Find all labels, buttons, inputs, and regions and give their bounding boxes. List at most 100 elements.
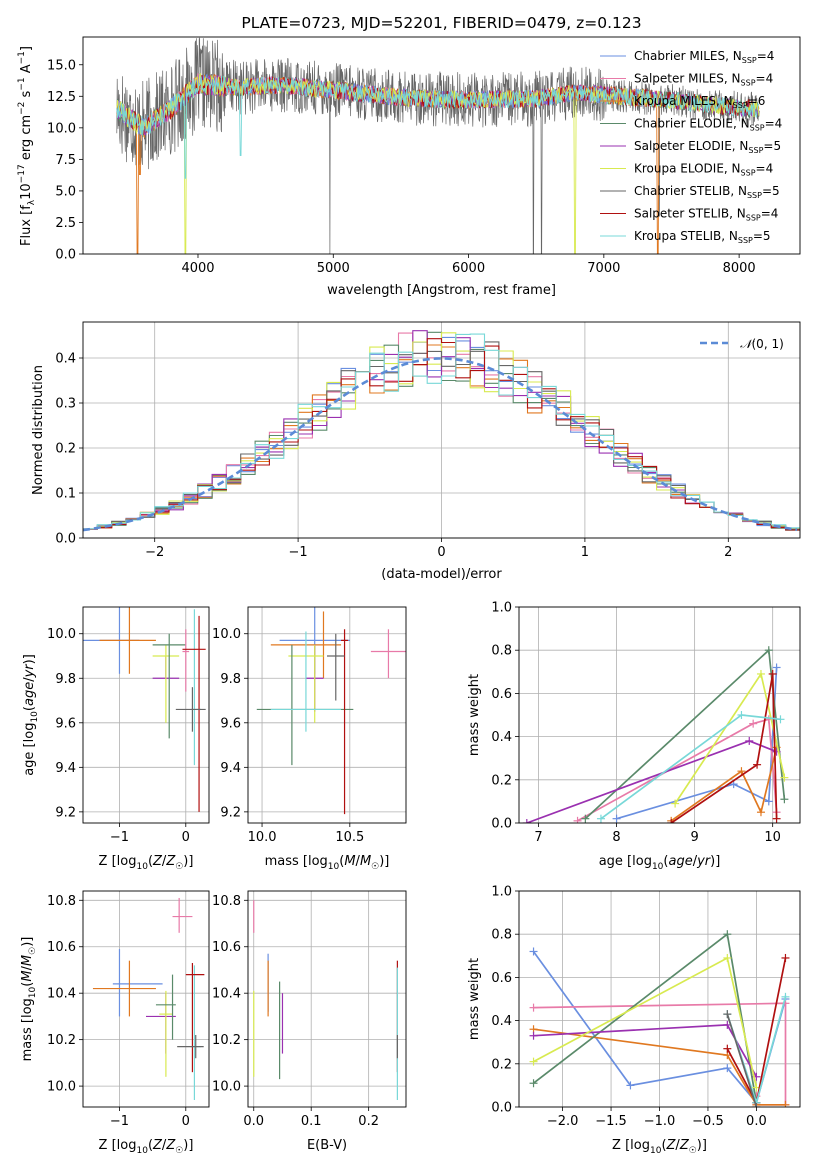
legend-entry: Chabrier MILES, NSSP=4 bbox=[634, 49, 774, 65]
plot-area bbox=[522, 646, 789, 823]
panel-mass_vs_ebv: 0.0 0.1 0.2 10.0 10.2 10.4 10.6 10.8 E(B-V) bbox=[212, 890, 407, 1153]
series-marker bbox=[529, 1003, 538, 1012]
series-marker bbox=[529, 947, 538, 956]
y-tick-label: 10.0 bbox=[47, 121, 76, 136]
axes-frame bbox=[247, 890, 407, 1108]
series-marker bbox=[772, 663, 781, 672]
legend-entry: Chabrier ELODIE, NSSP=4 bbox=[634, 117, 782, 133]
spectrum-line bbox=[116, 75, 760, 179]
series-marker bbox=[581, 814, 590, 823]
y-tick-label: 10.6 bbox=[47, 940, 76, 955]
y-axis-label: mass weight bbox=[467, 674, 482, 756]
series-marker bbox=[737, 711, 746, 719]
x-tick-label: −1 bbox=[110, 1114, 129, 1129]
x-axis-label: age [log10(age/yr)] bbox=[599, 854, 721, 872]
x-tick-label: −0.5 bbox=[692, 1114, 724, 1129]
y-tick-label: 0.4 bbox=[55, 352, 76, 367]
y-tick-label: 0.6 bbox=[491, 971, 512, 986]
y-tick-label: 0.8 bbox=[491, 644, 512, 659]
x-tick-label: 0 bbox=[182, 1114, 190, 1129]
x-tick-label: −1.0 bbox=[644, 1114, 676, 1129]
x-axis-label: (data-model)/error bbox=[381, 567, 502, 582]
series-marker bbox=[781, 953, 790, 962]
x-tick-label: −1.5 bbox=[595, 1114, 627, 1129]
y-tick-label: 0.4 bbox=[491, 730, 512, 745]
plot-area bbox=[529, 930, 790, 1107]
y-tick-label: 5.0 bbox=[55, 184, 76, 199]
y-tick-label: 10.8 bbox=[212, 894, 241, 909]
x-tick-label: 5000 bbox=[317, 261, 350, 276]
y-tick-label: 10.0 bbox=[212, 627, 241, 642]
y-axis-label: Normed distribution bbox=[31, 365, 46, 495]
y-tick-label: 7.5 bbox=[55, 153, 76, 168]
y-tick-label: 9.4 bbox=[55, 761, 76, 776]
series-marker bbox=[749, 719, 758, 728]
x-tick-label: 7000 bbox=[587, 261, 620, 276]
panel-massweight_vs_age: 7 8 9 10 0.0 0.2 0.4 0.6 0.8 1.0 mass weight age [l… bbox=[467, 601, 801, 872]
y-tick-label: 12.5 bbox=[47, 90, 76, 105]
series-marker bbox=[756, 808, 765, 817]
x-tick-label: 0 bbox=[437, 545, 445, 560]
axes-frame bbox=[518, 890, 801, 1108]
series-marker bbox=[723, 953, 732, 962]
series-marker bbox=[781, 1100, 790, 1107]
chart-title: PLATE=0723, MJD=52201, FIBERID=0479, z=0… bbox=[241, 14, 641, 32]
errorbar-point bbox=[182, 629, 190, 692]
x-tick-label: 2 bbox=[724, 545, 732, 560]
histogram-step bbox=[83, 333, 800, 530]
series-marker bbox=[667, 819, 676, 823]
series-marker bbox=[529, 1057, 538, 1066]
series-marker bbox=[776, 715, 785, 724]
x-axis-label: Z [log10(Z/Z☉)] bbox=[612, 1138, 707, 1156]
y-tick-label: 0.4 bbox=[491, 1014, 512, 1029]
y-axis-label: mass weight bbox=[467, 958, 482, 1040]
x-tick-label: 0.1 bbox=[301, 1114, 322, 1129]
legend-entry: Chabrier STELIB, NSSP=5 bbox=[634, 184, 780, 200]
legend-entry: Salpeter STELIB, NSSP=4 bbox=[634, 207, 778, 223]
series-marker bbox=[723, 1010, 732, 1019]
y-tick-label: 0.0 bbox=[55, 532, 76, 547]
errorbar-point bbox=[185, 963, 205, 1073]
y-tick-label: 2.5 bbox=[55, 216, 76, 231]
histogram-step bbox=[83, 332, 800, 530]
x-tick-label: 8000 bbox=[723, 261, 756, 276]
errorbar-point bbox=[112, 949, 163, 1017]
y-tick-label: 9.4 bbox=[220, 761, 241, 776]
x-tick-label: 9 bbox=[690, 830, 698, 845]
y-tick-label: 0.1 bbox=[55, 487, 76, 502]
errorbar-point bbox=[146, 993, 176, 1054]
y-tick-label: 1.0 bbox=[491, 601, 512, 616]
series-marker bbox=[745, 736, 754, 745]
axes-frame bbox=[247, 606, 407, 824]
x-tick-label: −2 bbox=[145, 545, 164, 560]
errorbar-point bbox=[155, 974, 176, 1040]
errorbar-point bbox=[370, 629, 406, 679]
x-tick-label: −2.0 bbox=[547, 1114, 579, 1129]
series-marker bbox=[723, 930, 732, 939]
histogram-step bbox=[83, 338, 800, 531]
x-tick-label: 0.0 bbox=[243, 1114, 264, 1129]
errorbar-point bbox=[327, 633, 345, 701]
y-tick-label: 0.2 bbox=[491, 773, 512, 788]
plot-area bbox=[116, 37, 760, 254]
legend-entry: 𝒩(0, 1) bbox=[740, 337, 784, 351]
series-marker bbox=[596, 814, 605, 823]
y-tick-label: 0.6 bbox=[491, 687, 512, 702]
series-marker bbox=[756, 669, 765, 678]
x-axis-label: Z [log10(Z/Z☉)] bbox=[99, 1138, 194, 1156]
panel-age_vs_Z: −1 0 9.2 9.4 9.6 9.8 10.0 Z [log10(Z/Z☉)] age [l… bbox=[22, 606, 210, 872]
y-tick-label: 10.4 bbox=[212, 987, 241, 1002]
y-tick-label: 0.2 bbox=[491, 1057, 512, 1072]
x-tick-label: 8 bbox=[612, 830, 620, 845]
y-tick-label: 10.2 bbox=[47, 1033, 76, 1048]
plot-area bbox=[253, 900, 398, 1101]
legend-entry: Kroupa ELODIE, NSSP=4 bbox=[634, 162, 773, 178]
plot-area bbox=[83, 607, 206, 812]
y-tick-label: 0.0 bbox=[491, 1101, 512, 1116]
x-axis-label: E(B-V) bbox=[307, 1138, 347, 1153]
plot-area bbox=[92, 897, 205, 1101]
series-marker bbox=[671, 799, 680, 808]
errorbar-point bbox=[152, 644, 180, 723]
x-tick-label: 1 bbox=[581, 545, 589, 560]
series-marker bbox=[780, 773, 789, 782]
